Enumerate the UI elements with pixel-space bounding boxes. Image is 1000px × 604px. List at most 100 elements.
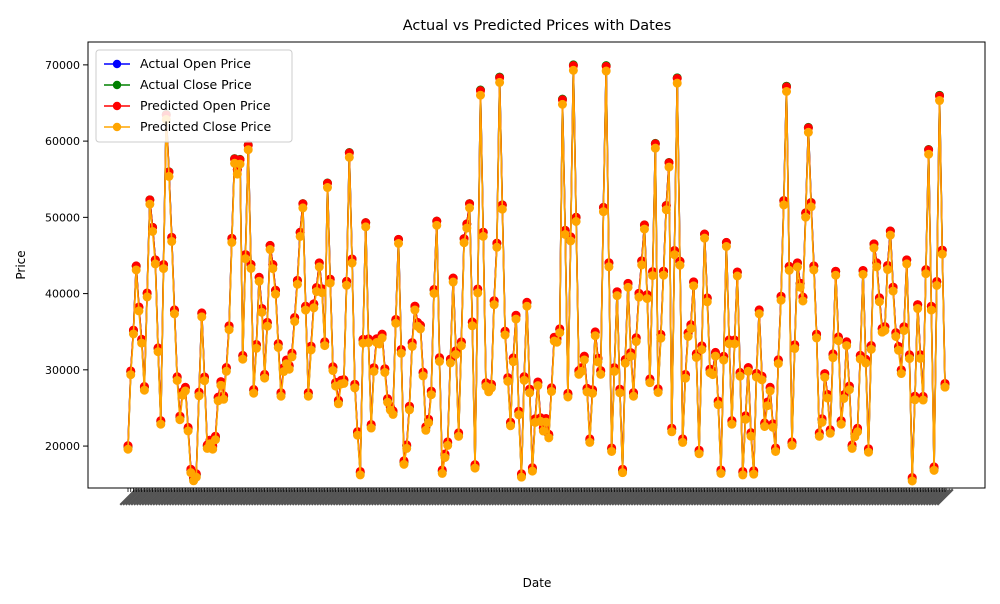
series-line <box>127 69 946 482</box>
x-tick-label <box>843 488 861 506</box>
x-tick-label <box>488 488 506 506</box>
x-tick-label <box>452 488 470 506</box>
series-point <box>926 305 936 315</box>
series-point <box>883 265 893 275</box>
series-point <box>541 417 551 427</box>
x-tick-label <box>491 488 509 506</box>
x-tick-label <box>854 488 872 506</box>
x-tick-label <box>851 488 869 506</box>
x-tick-label <box>403 488 421 506</box>
x-tick-label <box>676 488 695 506</box>
x-tick-label <box>234 488 252 506</box>
series-point <box>639 224 649 234</box>
x-tick-label <box>288 488 307 506</box>
series-point <box>790 344 800 354</box>
x-tick-label <box>275 488 293 506</box>
series-point <box>328 366 338 376</box>
x-tick-label <box>384 488 402 506</box>
series-point <box>467 321 477 331</box>
x-tick-label <box>359 488 378 506</box>
x-tick-label <box>573 488 591 506</box>
series-point <box>899 326 909 336</box>
series-point <box>235 159 245 169</box>
x-tick-label <box>340 488 358 506</box>
series-point <box>456 341 466 351</box>
x-tick-label <box>163 488 181 506</box>
series-point <box>399 459 409 469</box>
x-tick-label <box>277 488 296 506</box>
series-point <box>402 443 412 453</box>
series-point <box>738 470 748 480</box>
series-point <box>721 242 731 252</box>
x-tick-label <box>411 488 429 506</box>
series-point <box>246 263 256 273</box>
series-point <box>590 331 600 341</box>
series-point <box>557 99 567 109</box>
x-tick-label <box>920 488 938 506</box>
legend-label: Predicted Open Price <box>140 98 271 113</box>
x-tick-label <box>187 488 205 506</box>
x-tick-label <box>160 488 178 506</box>
x-tick-label <box>198 488 216 506</box>
series-point <box>418 371 428 381</box>
series-point <box>262 321 272 331</box>
series-point <box>577 366 587 376</box>
series-point <box>754 309 764 319</box>
x-tick-label <box>764 488 782 506</box>
x-tick-label <box>237 488 255 506</box>
x-tick-label <box>253 488 271 506</box>
series-point <box>462 223 472 233</box>
series-point <box>287 352 297 362</box>
x-tick-label <box>720 488 738 506</box>
x-tick-label <box>562 488 580 506</box>
x-tick-label <box>747 488 766 506</box>
y-tick-label: 60000 <box>45 135 80 148</box>
x-tick-label <box>425 488 443 506</box>
series-point <box>904 354 914 364</box>
series-point <box>609 366 619 376</box>
x-tick-label <box>723 488 741 506</box>
legend-label: Actual Close Price <box>140 77 252 92</box>
series-point <box>697 345 707 355</box>
x-tick-label <box>611 488 629 506</box>
x-tick-label <box>862 488 880 506</box>
x-tick-label <box>507 488 525 506</box>
x-tick-label <box>638 488 656 506</box>
x-tick-label <box>644 488 662 506</box>
x-tick-label <box>788 488 807 506</box>
x-tick-label <box>335 488 353 506</box>
x-tick-label <box>696 488 714 506</box>
series-point <box>478 231 488 241</box>
x-tick-label <box>876 488 894 506</box>
x-tick-label <box>649 488 667 506</box>
series-point <box>918 395 928 405</box>
series-point <box>910 395 920 405</box>
x-tick-label <box>417 488 435 506</box>
x-tick-label <box>381 488 399 506</box>
x-tick-label <box>717 488 736 506</box>
x-tick-label <box>496 488 514 506</box>
series-point <box>273 342 283 352</box>
x-tick-label <box>663 488 681 506</box>
series-point <box>333 399 343 409</box>
series-point <box>762 401 772 411</box>
series-point <box>361 222 371 232</box>
x-tick-label <box>220 488 238 506</box>
x-tick-label <box>860 488 878 506</box>
x-tick-label <box>400 488 419 506</box>
series-point <box>702 297 712 307</box>
x-tick-label <box>308 488 326 506</box>
x-tick-label <box>414 488 432 506</box>
x-tick-label <box>518 488 536 506</box>
x-tick-label <box>712 488 730 506</box>
x-tick-label <box>242 488 260 506</box>
x-tick-label <box>318 488 337 506</box>
x-tick-label <box>206 488 225 506</box>
series-point <box>623 282 633 292</box>
series-point <box>320 341 330 351</box>
series-point <box>844 385 854 395</box>
series-point <box>937 249 947 259</box>
x-tick-label <box>280 488 298 506</box>
series-point <box>443 440 453 450</box>
x-tick-label <box>540 488 558 506</box>
